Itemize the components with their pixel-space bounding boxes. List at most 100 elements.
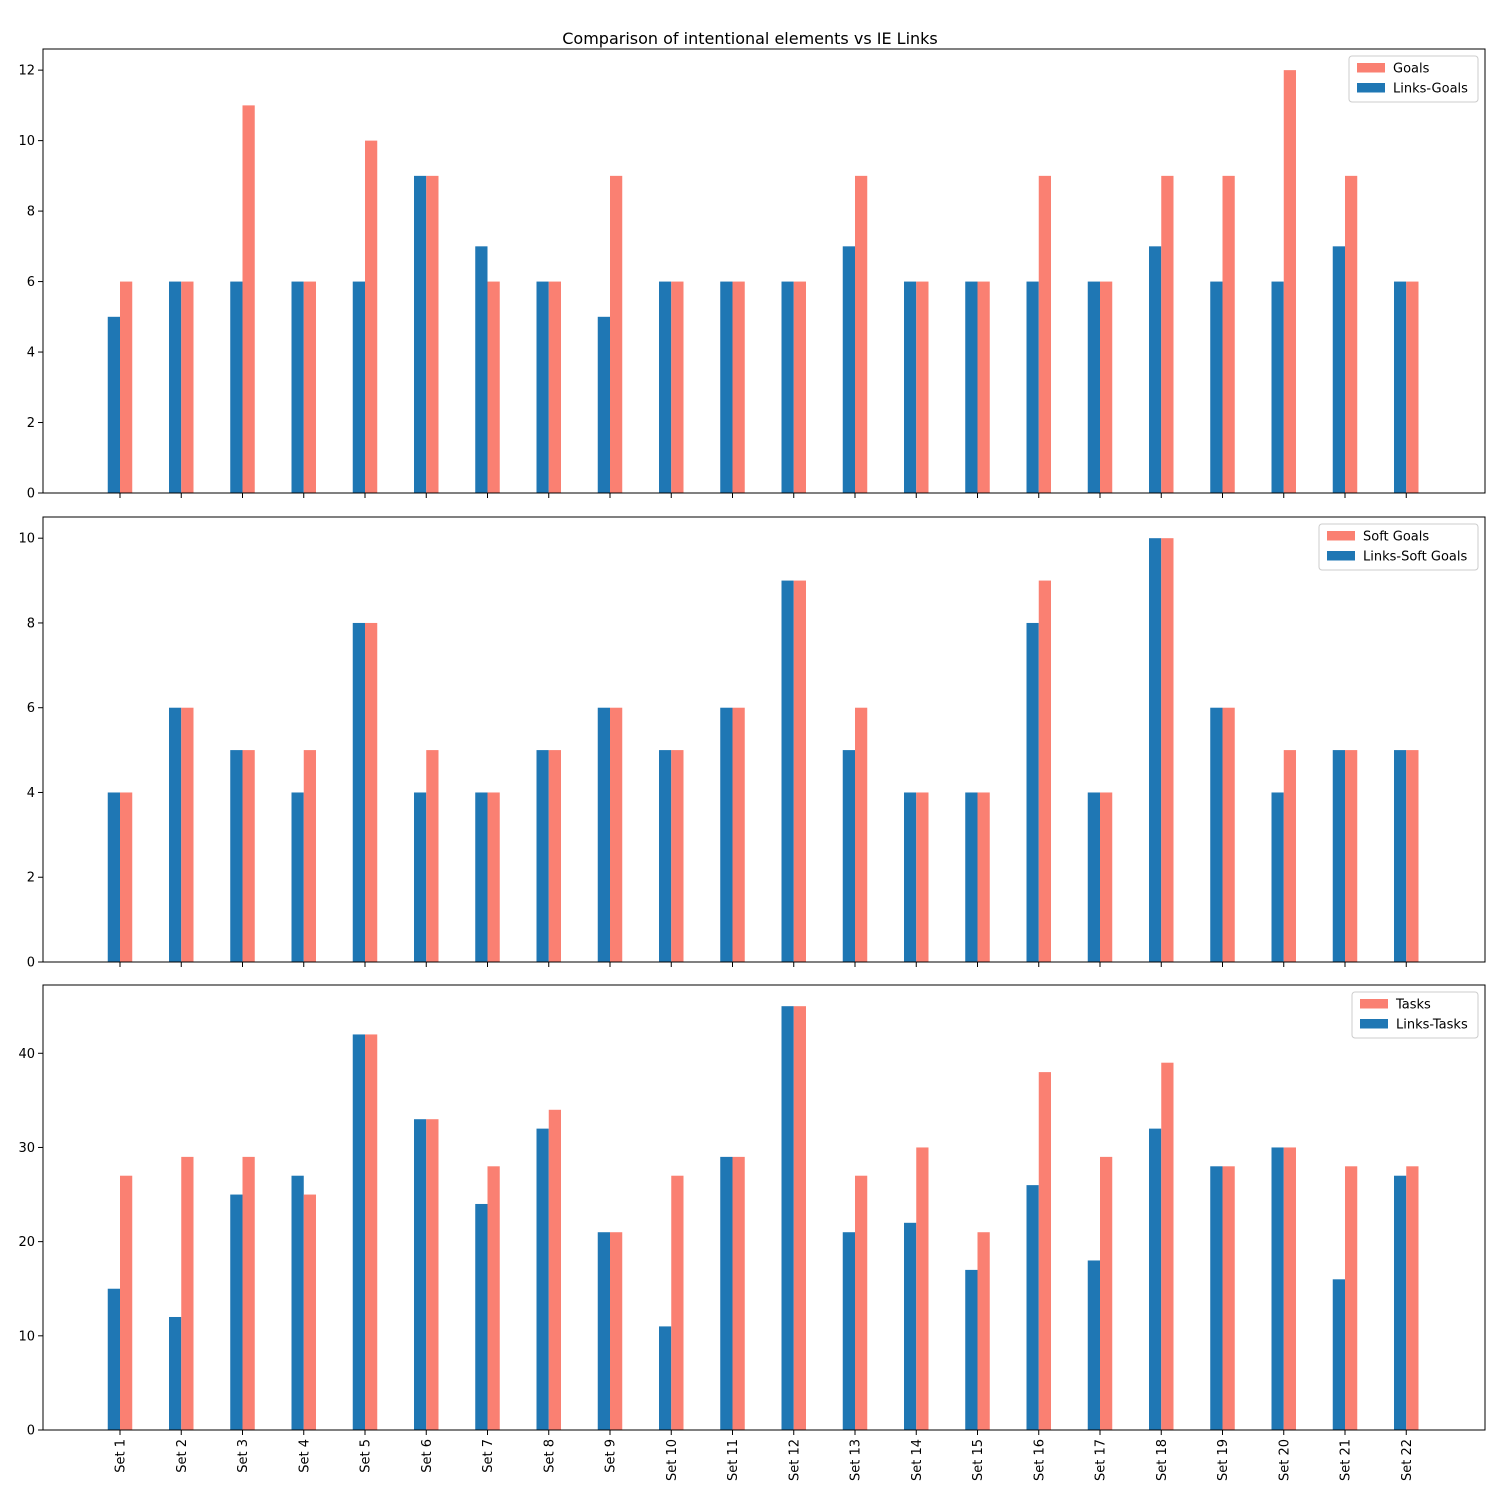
bar-tasks <box>242 1156 255 1430</box>
bar-links-goals <box>291 281 304 493</box>
y-tick-label: 20 <box>18 1235 35 1250</box>
bar-links-soft-goals <box>597 707 610 962</box>
x-tick-label: Set 1 <box>114 1439 129 1473</box>
legend-label: Soft Goals <box>1363 530 1429 545</box>
x-tick-label: Set 22 <box>1400 1439 1415 1481</box>
x-tick-label: Set 11 <box>726 1439 741 1481</box>
bar-goals <box>365 140 378 493</box>
bar-goals <box>548 281 561 493</box>
bar-goals <box>1283 70 1296 494</box>
x-tick-label: Set 8 <box>542 1439 557 1473</box>
legend-box <box>1318 523 1479 571</box>
bar-links-goals <box>720 281 733 493</box>
bar-links-soft-goals <box>965 792 978 962</box>
bar-goals <box>1222 175 1235 493</box>
bar-links-tasks <box>291 1175 304 1430</box>
bar-tasks <box>548 1109 561 1430</box>
bar-links-tasks <box>1332 1279 1345 1430</box>
bar-links-tasks <box>842 1232 855 1430</box>
bar-tasks <box>1222 1166 1235 1430</box>
subplot-3: 0 10 20 30 40 Set 1 Set 2 Set 3 Set 4 Set 5 Set 6 S… <box>18 984 1486 1481</box>
chart-title: Comparison of intentional elements vs IE… <box>562 29 938 48</box>
bar-links-soft-goals <box>1271 792 1284 962</box>
y-tick-label: 8 <box>27 205 35 220</box>
legend-swatch <box>1327 551 1355 561</box>
bar-tasks <box>487 1166 500 1430</box>
y-tick-label: 0 <box>27 1424 35 1439</box>
bar-tasks <box>855 1175 868 1430</box>
bar-links-soft-goals <box>230 750 243 962</box>
legend-label: Links-Tasks <box>1396 1018 1468 1033</box>
bar-links-goals <box>536 281 549 493</box>
bar-links-tasks <box>107 1288 120 1430</box>
legend: Tasks Links-Tasks <box>1351 991 1479 1039</box>
bar-soft-goals <box>671 750 684 962</box>
bar-soft-goals <box>1100 792 1113 962</box>
bar-links-tasks <box>1394 1175 1407 1430</box>
y-tick-label: 4 <box>27 346 35 361</box>
x-tick-label: Set 19 <box>1216 1439 1231 1481</box>
bar-goals <box>303 281 316 493</box>
x-tick-label: Set 10 <box>665 1439 680 1481</box>
y-tick-label: 40 <box>18 1047 35 1062</box>
x-tick-label: Set 3 <box>236 1439 251 1473</box>
bar-links-goals <box>904 281 917 493</box>
bar-links-tasks <box>720 1156 733 1430</box>
bar-links-soft-goals <box>1210 707 1223 962</box>
bar-links-soft-goals <box>904 792 917 962</box>
legend-label: Goals <box>1393 62 1430 77</box>
bar-soft-goals <box>1345 750 1358 962</box>
bar-soft-goals <box>548 750 561 962</box>
bar-tasks <box>181 1156 194 1430</box>
bar-links-goals <box>1210 281 1223 493</box>
x-tick-label: Set 21 <box>1339 1439 1354 1481</box>
bar-tasks <box>1283 1147 1296 1430</box>
bar-goals <box>1100 281 1113 493</box>
y-tick-label: 10 <box>18 1329 35 1344</box>
bar-links-tasks <box>230 1194 243 1430</box>
bar-soft-goals <box>303 750 316 962</box>
bar-links-tasks <box>169 1316 182 1430</box>
bar-soft-goals <box>1038 580 1051 962</box>
bar-tasks <box>1100 1156 1113 1430</box>
x-tick-label: Set 2 <box>175 1439 190 1473</box>
bar-links-soft-goals <box>720 707 733 962</box>
bar-goals <box>977 281 990 493</box>
legend-swatch <box>1357 83 1385 93</box>
bar-links-tasks <box>1210 1166 1223 1430</box>
bar-links-goals <box>1149 246 1162 493</box>
bar-goals <box>181 281 194 493</box>
x-tick-label: Set 13 <box>849 1439 864 1481</box>
y-tick-label: 6 <box>27 275 35 290</box>
y-tick-label: 8 <box>27 616 35 631</box>
bar-links-soft-goals <box>842 750 855 962</box>
x-tick-label: Set 17 <box>1094 1439 1109 1481</box>
bar-links-tasks <box>597 1232 610 1430</box>
bar-soft-goals <box>242 750 255 962</box>
bar-links-tasks <box>781 1006 794 1430</box>
y-tick-label: 10 <box>18 532 35 547</box>
bar-links-soft-goals <box>536 750 549 962</box>
legend-label: Links-Goals <box>1393 82 1468 97</box>
bar-soft-goals <box>916 792 929 962</box>
bar-tasks <box>426 1119 439 1430</box>
x-tick-label: Set 14 <box>910 1439 925 1481</box>
bar-goals <box>242 105 255 493</box>
legend-swatch <box>1360 999 1388 1009</box>
bar-goals <box>916 281 929 493</box>
bar-goals <box>1038 175 1051 493</box>
legend-swatch <box>1360 1019 1388 1029</box>
bar-goals <box>1161 175 1174 493</box>
bar-links-tasks <box>965 1269 978 1430</box>
x-tick-label: Set 6 <box>420 1439 435 1473</box>
y-tick-label: 30 <box>18 1141 35 1156</box>
bar-links-goals <box>1394 281 1407 493</box>
x-tick-label: Set 7 <box>481 1439 496 1473</box>
bar-goals <box>855 175 868 493</box>
bar-links-soft-goals <box>107 792 120 962</box>
legend: Soft Goals Links-Soft Goals <box>1318 523 1479 571</box>
bar-links-goals <box>352 281 365 493</box>
x-tick-label: Set 9 <box>604 1439 619 1473</box>
bar-goals <box>426 175 439 493</box>
bar-links-goals <box>842 246 855 493</box>
